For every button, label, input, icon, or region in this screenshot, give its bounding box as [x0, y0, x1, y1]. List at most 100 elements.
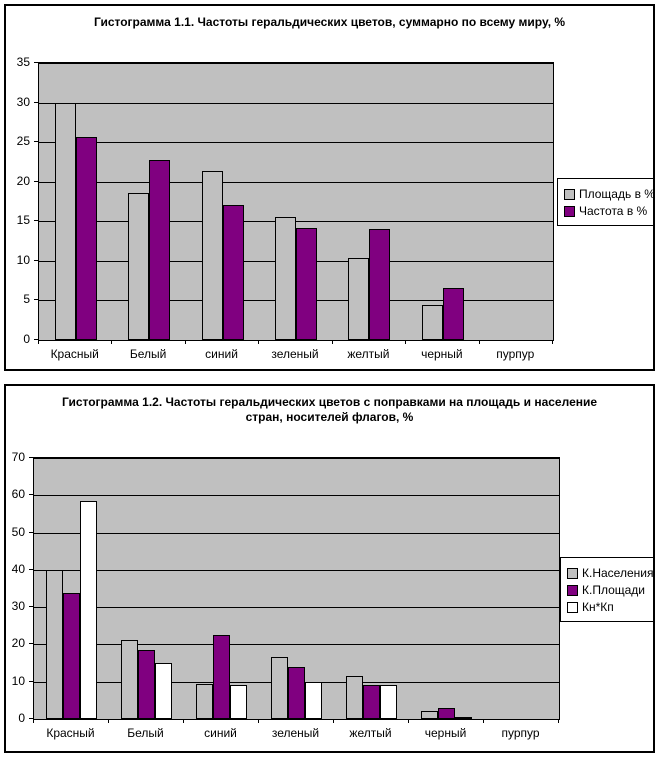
legend-item: Площадь в % — [564, 187, 655, 201]
bar-Кн*Кп-зеленый — [305, 682, 322, 719]
gridline — [39, 63, 553, 64]
x-axis-tick — [333, 719, 334, 723]
bar-К.Площади-черный — [438, 708, 455, 719]
y-axis-label: 50 — [11, 524, 25, 539]
plot-area — [33, 457, 560, 720]
y-axis-label: 60 — [11, 487, 25, 502]
gridline — [34, 495, 559, 497]
y-axis-tick — [34, 62, 38, 63]
y-axis-tick — [29, 568, 33, 570]
bar-Кн*Кп-черный — [455, 717, 472, 719]
legend-label: К.Населения — [582, 566, 654, 580]
gridline — [39, 221, 553, 223]
bar-К.Площади-зеленый — [288, 667, 305, 719]
x-axis-tick — [38, 340, 39, 344]
y-axis-tick — [29, 531, 33, 533]
legend-item: Частота в % — [564, 204, 653, 218]
bar-Площадь в %-желтый — [348, 258, 369, 340]
bar-К.Населения-Белый — [121, 640, 138, 719]
legend-swatch-icon — [564, 205, 575, 217]
bar-Кн*Кп-Белый — [155, 663, 172, 719]
legend: К.Населения К.Площади Кн*Кп — [560, 557, 654, 622]
y-axis-tick — [34, 141, 38, 143]
x-axis-tick — [408, 719, 409, 723]
y-axis-tick — [29, 680, 33, 682]
x-axis-label: Белый — [127, 726, 164, 740]
legend-item: Кн*Кп — [567, 600, 653, 614]
x-axis-tick — [185, 340, 186, 344]
bar-Частота в %-зеленый — [296, 228, 317, 340]
bar-К.Населения-зеленый — [271, 657, 288, 719]
x-axis-tick — [479, 340, 480, 344]
y-axis-label: 35 — [16, 55, 30, 69]
y-axis-label: 20 — [16, 173, 30, 188]
y-axis-tick — [34, 101, 38, 103]
bar-Частота в %-синий — [223, 205, 244, 340]
bar-К.Площади-Белый — [138, 650, 155, 719]
bar-Площадь в %-синий — [202, 171, 223, 340]
y-axis-label: 0 — [23, 332, 30, 346]
x-axis-tick — [258, 340, 259, 344]
y-axis-label: 10 — [11, 673, 25, 688]
x-axis-tick — [33, 719, 34, 723]
gridline — [34, 644, 559, 646]
legend-label: Площадь в % — [579, 187, 655, 201]
bar-К.Населения-синий — [196, 684, 213, 719]
bar-Площадь в %-зеленый — [275, 217, 296, 340]
chart-frame-histogram-1-1: Гистограмма 1.1. Частоты геральдических … — [4, 4, 655, 371]
bar-Площадь в %-Белый — [128, 193, 149, 340]
x-axis-label: зеленый — [271, 726, 320, 740]
gridline — [34, 607, 559, 609]
bar-К.Населения-желтый — [346, 676, 363, 719]
bar-Площадь в %-черный — [422, 305, 443, 340]
y-axis-tick — [29, 457, 33, 458]
gridline — [39, 102, 553, 104]
y-axis-label: 25 — [16, 134, 30, 149]
x-axis-label: желтый — [347, 347, 390, 361]
bar-К.Населения-черный — [421, 711, 438, 719]
legend-swatch-icon — [567, 584, 578, 596]
plot-area — [38, 62, 554, 341]
y-axis-tick — [29, 494, 33, 496]
bar-Частота в %-Белый — [149, 160, 170, 340]
gridline — [34, 532, 559, 534]
y-axis-tick — [29, 606, 33, 608]
legend-swatch-icon — [564, 188, 575, 200]
chart-title: Гистограмма 1.1. Частоты геральдических … — [93, 15, 566, 29]
bar-К.Площади-синий — [213, 635, 230, 719]
x-axis-label: черный — [424, 726, 467, 740]
bar-Кн*Кп-Красный — [80, 501, 97, 719]
x-axis-tick — [405, 340, 406, 344]
bar-Кн*Кп-желтый — [380, 685, 397, 719]
x-axis-label: зеленый — [271, 347, 319, 361]
y-axis-label: 30 — [11, 599, 25, 614]
x-axis-tick — [552, 340, 553, 344]
bar-Частота в %-желтый — [369, 229, 390, 340]
x-axis-label: черный — [421, 347, 463, 361]
y-axis-label: 15 — [16, 213, 30, 228]
x-axis-tick — [483, 719, 484, 723]
y-axis-label: 70 — [11, 450, 25, 464]
bar-К.Площади-Красный — [63, 593, 80, 719]
x-axis-tick — [332, 340, 333, 344]
legend-swatch-icon — [567, 567, 578, 579]
x-axis-label: Белый — [129, 347, 167, 361]
bar-Частота в %-Красный — [76, 137, 97, 340]
gridline — [39, 142, 553, 144]
bar-Площадь в %-Красный — [55, 103, 76, 340]
x-axis-tick — [258, 719, 259, 723]
y-axis-tick — [34, 339, 38, 340]
legend: Площадь в % Частота в % — [557, 178, 655, 226]
y-axis-label: 5 — [23, 292, 30, 307]
y-axis-label: 20 — [11, 636, 25, 651]
y-axis-tick — [29, 718, 33, 719]
gridline — [34, 458, 559, 459]
chart-frame-histogram-1-2: Гистограмма 1.2. Частоты геральдических … — [4, 384, 655, 753]
y-axis-tick — [34, 180, 38, 182]
bar-К.Населения-Красный — [46, 570, 63, 719]
y-axis-tick — [34, 299, 38, 301]
bar-Кн*Кп-синий — [230, 685, 247, 719]
chart-title: Гистограмма 1.2. Частоты геральдических … — [61, 395, 598, 424]
x-axis-label: Красный — [50, 347, 99, 361]
y-axis-tick — [29, 643, 33, 645]
